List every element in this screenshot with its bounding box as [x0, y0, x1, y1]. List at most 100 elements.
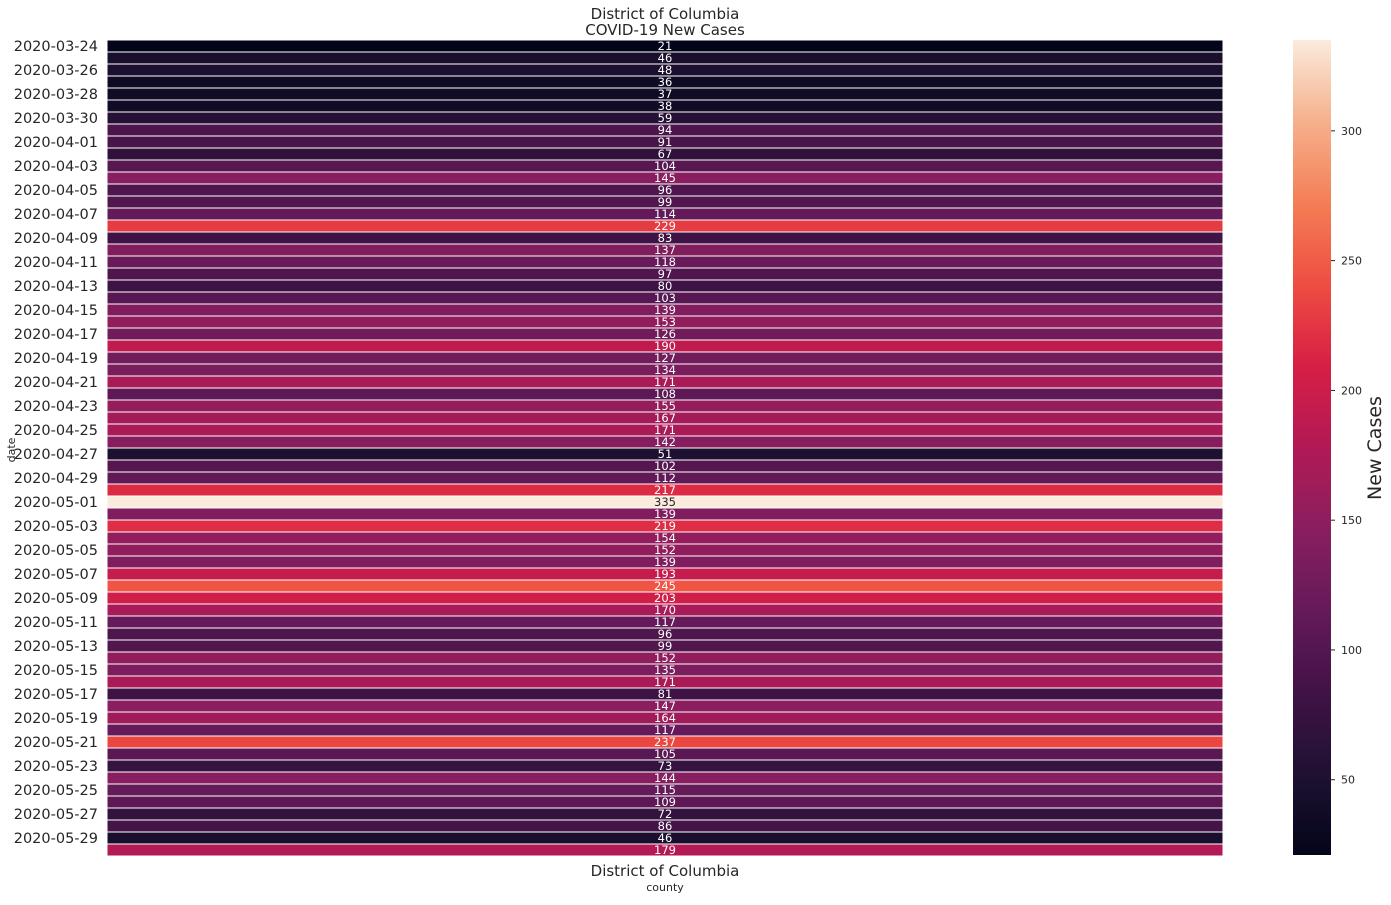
- colorbar-label: New Cases: [1364, 396, 1386, 500]
- cell-value-label: 102: [654, 459, 676, 473]
- cell-value-label: 83: [658, 231, 673, 245]
- cell-value-label: 73: [658, 759, 673, 773]
- cell-value-label: 96: [658, 627, 673, 641]
- cell-value-label: 96: [658, 183, 673, 197]
- cell-value-label: 59: [658, 111, 673, 125]
- cell-value-label: 171: [654, 675, 676, 689]
- cell-value-label: 36: [658, 75, 673, 89]
- cell-value-label: 219: [654, 519, 676, 533]
- cell-value-label: 81: [658, 687, 673, 701]
- y-tick-label: 2020-04-11: [14, 255, 98, 271]
- cell-value-label: 193: [654, 567, 676, 581]
- x-tick-label: District of Columbia: [591, 862, 740, 880]
- y-tick-label: 2020-05-27: [14, 807, 98, 823]
- cell-value-label: 229: [654, 219, 676, 233]
- y-tick-label: 2020-04-13: [14, 279, 98, 295]
- y-tick-label: 2020-04-17: [14, 327, 98, 343]
- cell-value-label: 245: [654, 579, 676, 593]
- cell-value-label: 147: [654, 699, 676, 713]
- y-tick-label: 2020-05-01: [14, 495, 98, 511]
- y-tick-label: 2020-05-17: [14, 687, 98, 703]
- cell-value-label: 46: [658, 831, 673, 845]
- cell-value-label: 115: [654, 783, 676, 797]
- colorbar-tick-label: 100: [1341, 644, 1362, 657]
- cell-value-label: 127: [654, 351, 676, 365]
- cell-value-label: 99: [658, 195, 673, 209]
- y-tick-label: 2020-05-21: [14, 735, 98, 751]
- cell-value-label: 99: [658, 639, 673, 653]
- cell-value-label: 167: [654, 411, 676, 425]
- colorbar-ticks: 50 100 150 200 250 300: [1331, 125, 1362, 787]
- y-tick-label: 2020-04-07: [14, 207, 98, 223]
- cell-value-label: 152: [654, 651, 676, 665]
- cell-value-label: 112: [654, 471, 676, 485]
- y-tick-label: 2020-04-29: [14, 471, 98, 487]
- cell-value-label: 46: [658, 51, 673, 65]
- y-tick-label: 2020-05-09: [14, 591, 98, 607]
- colorbar: [1293, 40, 1331, 855]
- cell-value-label: 114: [654, 207, 676, 221]
- cell-value-label: 51: [658, 447, 673, 461]
- y-tick-label: 2020-05-05: [14, 543, 98, 559]
- cell-value-label: 109: [654, 795, 676, 809]
- x-axis-label: county: [646, 881, 684, 894]
- cell-value-label: 97: [658, 267, 673, 281]
- y-tick-label: 2020-05-25: [14, 783, 98, 799]
- cell-value-label: 145: [654, 171, 676, 185]
- cell-value-label: 155: [654, 399, 676, 413]
- cell-value-label: 105: [654, 747, 676, 761]
- y-tick-labels: 2020-03-24 2020-03-26 2020-03-28 2020-03-30…: [14, 39, 98, 847]
- cell-value-label: 152: [654, 543, 676, 557]
- colorbar-tick-label: 50: [1341, 774, 1355, 787]
- y-tick-label: 2020-04-03: [14, 159, 98, 175]
- cell-value-label: 335: [654, 495, 676, 509]
- y-tick-label: 2020-05-19: [14, 711, 98, 727]
- cell-value-label: 135: [654, 663, 676, 677]
- cell-value-label: 144: [654, 771, 676, 785]
- y-tick-label: 2020-05-15: [14, 663, 98, 679]
- y-tick-label: 2020-05-29: [14, 831, 98, 847]
- cell-value-label: 170: [654, 603, 676, 617]
- y-axis-label: date: [5, 437, 18, 462]
- y-tick-label: 2020-03-30: [14, 111, 98, 127]
- cell-value-label: 154: [654, 531, 676, 545]
- heatmap-cells: 2146483637385994916710414596991142298313…: [106, 39, 1224, 857]
- y-tick-label: 2020-03-24: [14, 39, 98, 55]
- cell-value-label: 203: [654, 591, 676, 605]
- y-tick-label: 2020-04-05: [14, 183, 98, 199]
- y-tick-label: 2020-03-28: [14, 87, 98, 103]
- cell-value-label: 67: [658, 147, 673, 161]
- cell-value-label: 118: [654, 255, 676, 269]
- cell-value-label: 91: [658, 135, 673, 149]
- y-tick-label: 2020-04-01: [14, 135, 98, 151]
- y-tick-label: 2020-05-03: [14, 519, 98, 535]
- cell-value-label: 179: [654, 843, 676, 857]
- cell-value-label: 171: [654, 375, 676, 389]
- cell-value-label: 153: [654, 315, 676, 329]
- colorbar-tick-label: 250: [1341, 255, 1362, 268]
- y-tick-label: 2020-04-25: [14, 423, 98, 439]
- cell-value-label: 37: [658, 87, 673, 101]
- cell-value-label: 103: [654, 291, 676, 305]
- cell-value-label: 126: [654, 327, 676, 341]
- chart-subtitle: COVID-19 New Cases: [585, 21, 745, 39]
- cell-value-label: 164: [654, 711, 676, 725]
- cell-value-label: 139: [654, 507, 676, 521]
- cell-value-label: 80: [658, 279, 673, 293]
- cell-value-label: 237: [654, 735, 676, 749]
- y-tick-label: 2020-05-11: [14, 615, 98, 631]
- y-tick-label: 2020-04-15: [14, 303, 98, 319]
- cell-value-label: 86: [658, 819, 673, 833]
- y-tick-label: 2020-04-09: [14, 231, 98, 247]
- cell-value-label: 21: [658, 39, 673, 53]
- y-tick-label: 2020-04-19: [14, 351, 98, 367]
- colorbar-tick-label: 150: [1341, 514, 1362, 527]
- y-tick-label: 2020-05-23: [14, 759, 98, 775]
- cell-value-label: 117: [654, 615, 676, 629]
- y-tick-label: 2020-05-13: [14, 639, 98, 655]
- y-tick-label: 2020-04-23: [14, 399, 98, 415]
- cell-value-label: 142: [654, 435, 676, 449]
- cell-value-label: 104: [654, 159, 676, 173]
